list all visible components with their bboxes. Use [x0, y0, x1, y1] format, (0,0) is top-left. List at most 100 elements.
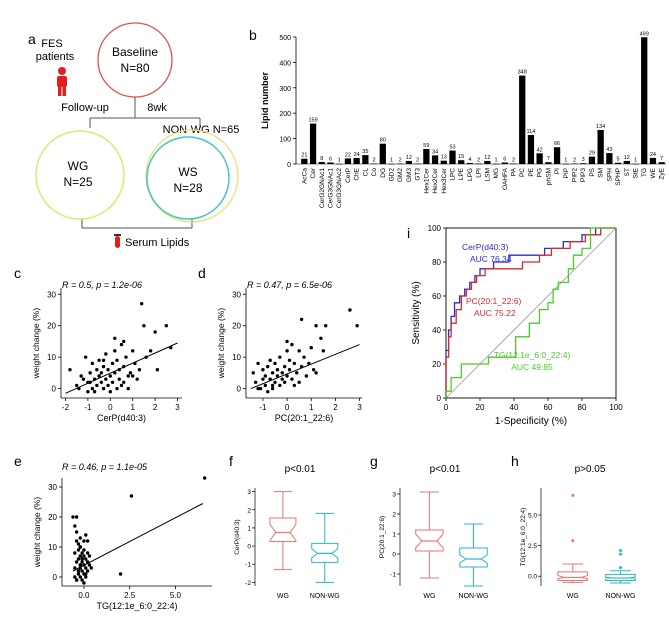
bar — [458, 160, 465, 164]
y-tick-label: 0 — [53, 573, 58, 582]
y-tick-label: 40 — [432, 326, 441, 335]
x-tick-label: 2 — [333, 403, 338, 412]
bar-value-label: 43 — [606, 147, 612, 153]
panel-e: e R = 0.46, p = 1.1e-05 0 10 20 30 0.0 2.5 5.0… — [14, 453, 212, 611]
bar-value-label: 24 — [650, 152, 656, 158]
data-point — [135, 377, 139, 381]
data-point — [148, 349, 153, 353]
bar-value-label: 1 — [495, 158, 498, 164]
data-point — [324, 324, 328, 328]
data-point — [261, 377, 265, 381]
data-point — [73, 566, 77, 570]
x-category-label: GM2 — [397, 168, 404, 182]
pvalue-f: p<0.01 — [285, 464, 316, 475]
y-tick-label: 60 — [432, 292, 441, 301]
data-point — [119, 383, 124, 388]
data-point — [76, 569, 81, 573]
data-point — [297, 349, 301, 353]
data-point — [95, 368, 99, 372]
baseline-circle — [97, 22, 173, 98]
series-label: CerP(d40:3) — [462, 242, 508, 252]
stats-c: R = 0.5, p = 1.2e-06 — [62, 280, 142, 290]
chart-h-boxplot: 0.0 2.5 5.0TG(12:1e_6:0_22:4) WG NON-WG — [520, 488, 636, 600]
box — [269, 517, 297, 543]
bar-value-label: 134 — [596, 124, 605, 130]
bar — [353, 157, 360, 164]
data-point — [85, 569, 90, 573]
bar-value-label: 6 — [329, 156, 332, 162]
data-point — [278, 383, 282, 388]
x-category-label: PA — [511, 167, 518, 176]
data-point — [108, 390, 112, 394]
panel-i: i 0 20 40 60 80 100 0 20 40 60 80 100 1-Specificity … — [407, 224, 623, 427]
bar — [580, 163, 587, 164]
panel-f: f p<0.01 -2 -1 0 1 2 3 CerP(d40:3) WG NON-WG — [229, 453, 340, 600]
bar-value-label: 34 — [432, 149, 438, 155]
bar — [641, 37, 648, 165]
data-point — [139, 302, 144, 306]
data-point — [104, 377, 108, 381]
data-point — [68, 368, 72, 372]
serum-label: Serum Lipids — [125, 237, 190, 249]
x-category-label: AcCa — [301, 168, 308, 184]
data-point — [256, 361, 260, 366]
x-category-label: SPHP — [615, 168, 622, 186]
data-point — [129, 494, 134, 498]
y-axis-title: CerP(d40:3) — [234, 519, 241, 554]
x-category-label: PI — [554, 168, 561, 174]
x-category-label: TG — [641, 168, 648, 177]
y-tick-label: 10 — [48, 543, 57, 552]
y-tick-label: 30 — [47, 290, 56, 299]
data-point — [290, 377, 294, 381]
data-point — [273, 361, 277, 366]
data-point — [80, 560, 84, 564]
panel-letter-h: h — [511, 453, 519, 469]
x-category-label: SM — [598, 168, 605, 178]
y-tick-label: 3 — [247, 489, 251, 496]
y-tick-label: 5.0 — [528, 512, 537, 519]
data-point — [299, 317, 304, 322]
x-category-label: LPC — [450, 168, 457, 181]
bar-value-label: 29 — [589, 151, 595, 157]
y-tick-label: 2.5 — [528, 543, 537, 550]
bar-value-label: 2 — [477, 157, 480, 163]
data-point — [263, 374, 268, 378]
data-point — [79, 374, 83, 378]
data-point — [84, 572, 88, 576]
bar — [440, 160, 447, 164]
bar-value-label: 53 — [449, 145, 455, 151]
x-tick-label: 0 — [108, 403, 113, 412]
person-icon — [57, 67, 67, 96]
bar — [588, 156, 596, 164]
x-category-label: MG — [493, 168, 500, 178]
data-point — [268, 358, 272, 362]
data-point — [131, 349, 135, 353]
x-category-label: NON-WG — [606, 593, 636, 600]
chart-c-scatter: 0 10 20 30 -2 -1 0 1 2 3 CerP(d40:3) weight change … — [31, 288, 182, 423]
bar — [623, 160, 630, 164]
x-tick-label: 3 — [357, 403, 362, 412]
baseline-title: Baseline — [112, 45, 158, 59]
y-axis-title: TG(12:1e_6:0_22:4) — [520, 508, 527, 567]
y-tick-label: 300 — [279, 86, 291, 93]
y-tick-label: 200 — [279, 111, 291, 118]
data-point — [122, 339, 126, 344]
x-axis-title: CerP(d40:3) — [97, 413, 146, 423]
x-category-label: LPE — [458, 167, 465, 180]
bar-value-label: 2 — [399, 157, 402, 163]
y-tick-label: 1 — [247, 525, 251, 532]
bar-value-label: 3 — [582, 157, 585, 163]
panel-letter-g: g — [370, 453, 378, 469]
outlier-point — [619, 552, 622, 556]
data-point — [84, 566, 88, 570]
y-tick-label: 400 — [279, 60, 291, 67]
data-point — [126, 374, 130, 378]
y-tick-label: 20 — [47, 322, 56, 331]
data-point — [137, 368, 142, 372]
panel-letter-a: a — [28, 31, 36, 47]
data-point — [295, 371, 299, 375]
auc-label: AUC 49.85 — [511, 362, 553, 372]
series-label: PC(20:1_22:6) — [466, 296, 521, 306]
followup-label: Follow-up — [61, 102, 109, 114]
data-point — [104, 352, 108, 356]
